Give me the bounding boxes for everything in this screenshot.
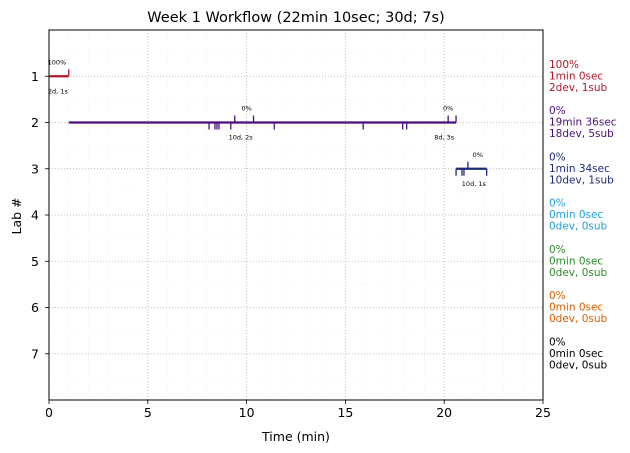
lab-1-annotation: 2dev, 1sub [549,82,608,94]
lab-3-annotation: 0% [549,151,566,163]
lab-3-seg-label: 10d, 1s [462,180,487,188]
lab-5-annotation: 0% [549,244,566,256]
x-tick-label: 5 [144,405,152,420]
lab-2-annotation: 0% [549,105,566,117]
lab-6-annotation: 0% [549,290,566,302]
y-tick-label: 2 [31,115,39,130]
lab-4-annotation: 0% [549,198,566,210]
lab-3-annotation: 1min 34sec [549,163,610,175]
lab-2-seg-label: 8d, 3s [434,134,455,142]
lab-7-annotation: 0min 0sec [549,348,603,360]
y-tick-label: 3 [31,161,39,176]
chart-title: Week 1 Workflow (22min 10sec; 30d; 7s) [147,10,444,26]
lab-2-seg-label: 10d, 2s [229,134,254,142]
lab-2-seg-label: 0% [241,105,251,113]
y-tick-label: 5 [31,254,39,269]
lab-4-annotation: 0min 0sec [549,209,603,221]
lab-6-annotation: 0min 0sec [549,302,603,314]
lab-5-annotation: 0dev, 0sub [549,267,608,279]
x-tick-label: 0 [45,405,53,420]
lab-4-annotation: 0dev, 0sub [549,221,608,233]
lab-1-annotation: 1min 0sec [549,70,603,82]
lab-7-annotation: 0% [549,336,566,348]
x-tick-label: 20 [436,405,452,420]
lab-6-annotation: 0dev, 0sub [549,313,608,325]
y-tick-label: 4 [31,208,39,223]
lab-2-seg-label: 0% [443,105,453,113]
y-tick-label: 7 [31,346,39,361]
y-tick-label: 6 [31,300,39,315]
x-axis-label: Time (min) [261,429,330,444]
lab-1-annotation: 100% [549,59,579,71]
y-axis-label: Lab # [9,197,24,234]
lab-1-seg-label: 2d, 1s [48,87,69,95]
lab-2-annotation: 18dev, 5sub [549,128,614,140]
x-tick-label: 15 [337,405,353,420]
y-tick-label: 1 [31,69,39,84]
x-tick-label: 10 [239,405,255,420]
lab-2-annotation: 19min 36sec [549,117,617,129]
lab-5-annotation: 0min 0sec [549,255,603,267]
x-tick-label: 25 [535,405,551,420]
lab-7-annotation: 0dev, 0sub [549,359,608,371]
lab-3-annotation: 10dev, 1sub [549,174,614,186]
lab-1-seg-label: 100% [48,58,67,66]
lab-3-seg-label: 0% [473,151,483,159]
